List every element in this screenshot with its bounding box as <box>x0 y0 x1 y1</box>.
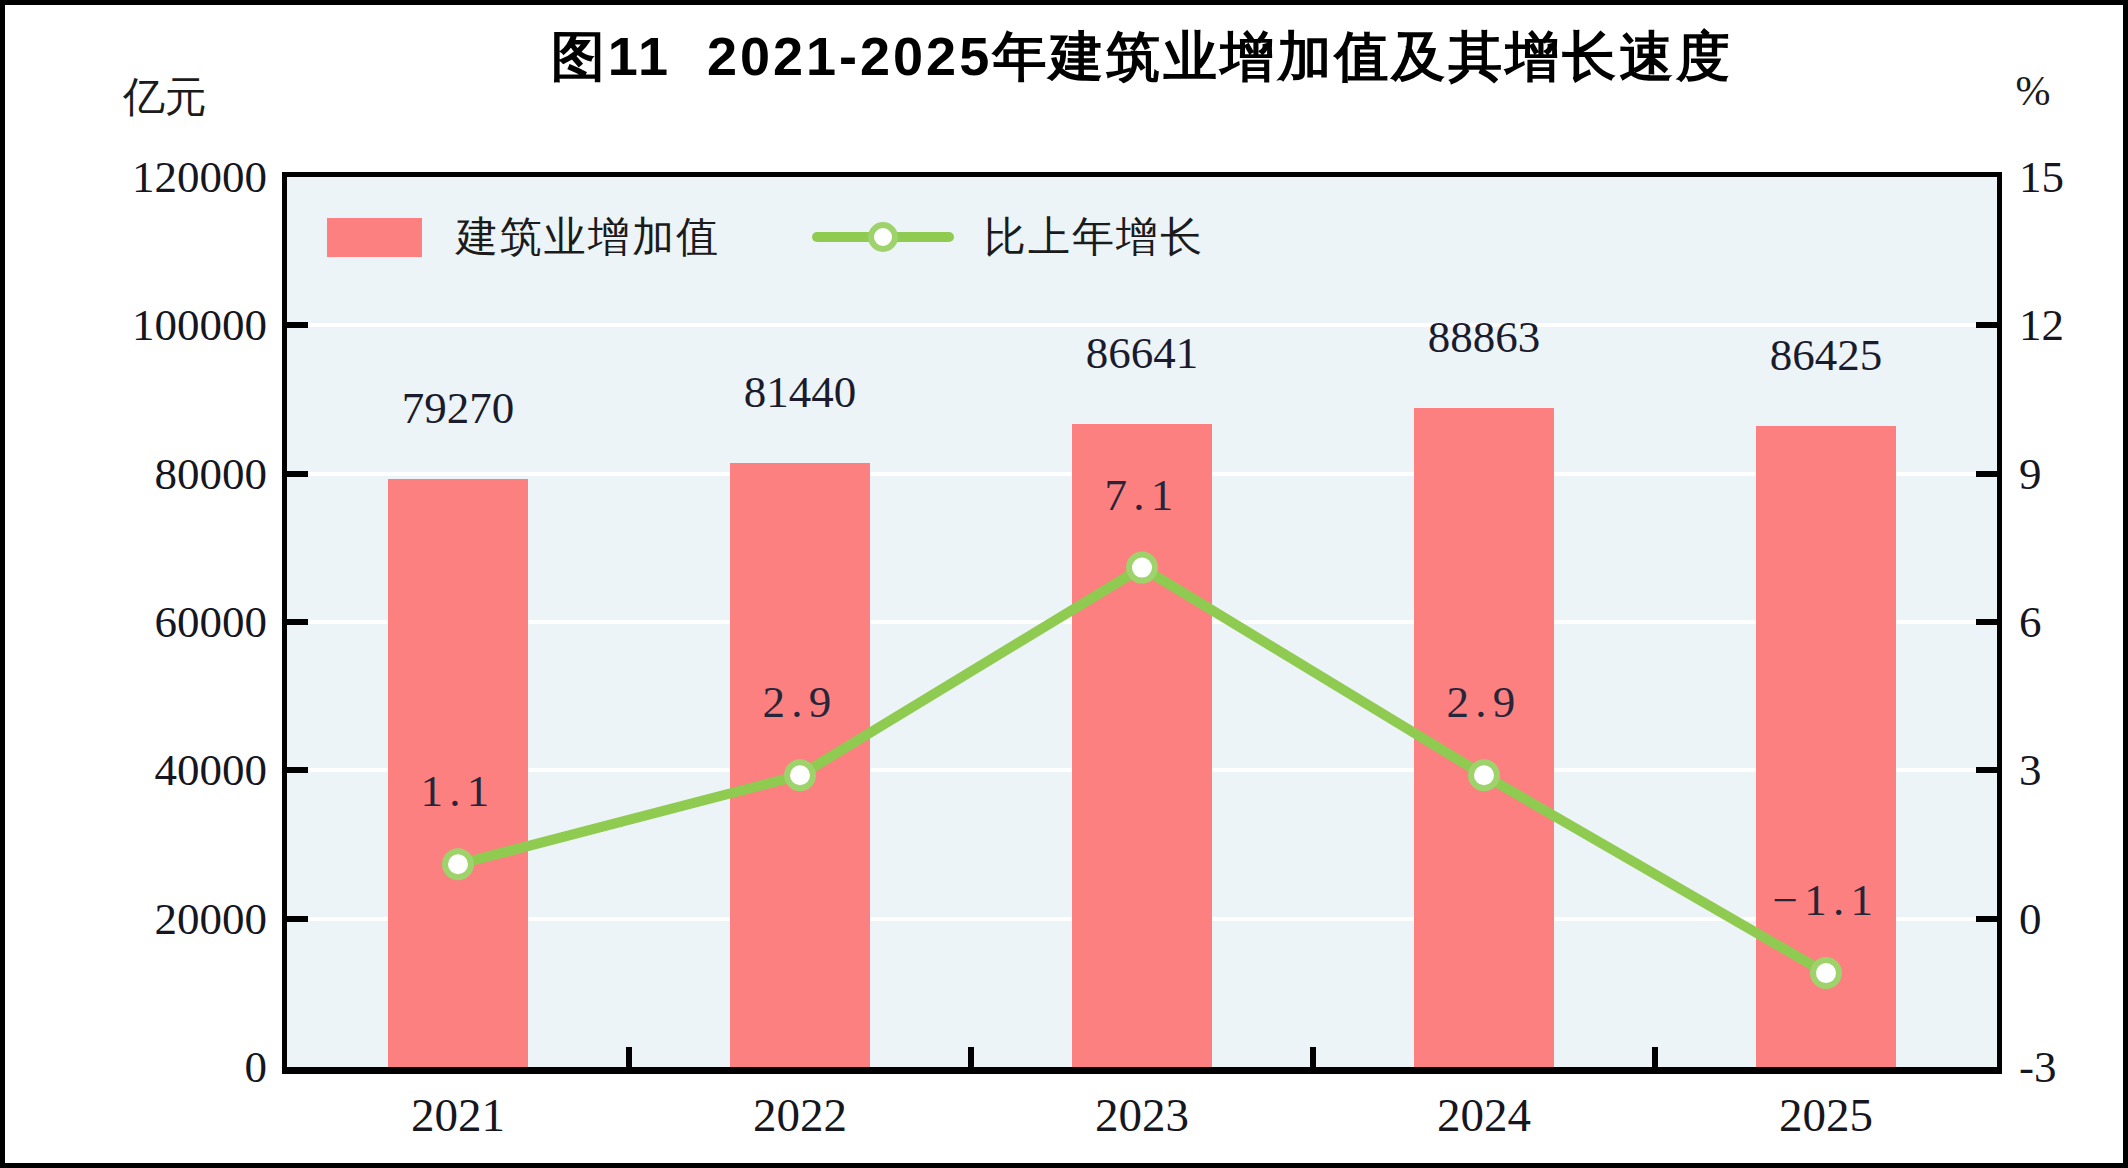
left-axis-unit-label: 亿元 <box>65 69 265 125</box>
x-axis-category-label: 2021 <box>287 1087 629 1143</box>
growth-value-label: 2.9 <box>670 675 930 729</box>
line-marker <box>445 851 471 877</box>
right-axis-tick-label: 0 <box>2019 893 2128 945</box>
line-marker <box>1471 762 1497 788</box>
right-axis-unit-label: % <box>1993 67 2073 115</box>
line-marker <box>1129 555 1155 581</box>
line-marker <box>1813 960 1839 986</box>
growth-line-series <box>287 177 1997 1067</box>
left-axis-tick-label: 0 <box>45 1041 267 1093</box>
chart-title: 图11 2021-2025年建筑业增加值及其增长速度 <box>287 21 1997 94</box>
left-axis-tick-label: 40000 <box>45 744 267 796</box>
right-axis-tick-label: 15 <box>2019 151 2128 203</box>
right-axis-tick-label: 6 <box>2019 596 2128 648</box>
plot-area: 建筑业增加值 比上年增长 79270814408664188863864251.… <box>287 177 1997 1067</box>
left-axis-tick-label: 20000 <box>45 893 267 945</box>
x-axis-category-label: 2023 <box>971 1087 1313 1143</box>
left-axis-tick-label: 80000 <box>45 448 267 500</box>
growth-value-label: 7.1 <box>1012 468 1272 522</box>
chart-figure: 图11 2021-2025年建筑业增加值及其增长速度 亿元 % 建筑业增加值 比… <box>0 0 2128 1168</box>
right-axis-tick-label: 12 <box>2019 299 2128 351</box>
left-axis-tick-label: 100000 <box>45 299 267 351</box>
growth-value-label: −1.1 <box>1696 873 1956 927</box>
growth-value-label: 1.1 <box>328 764 588 818</box>
right-axis-tick-label: -3 <box>2019 1041 2128 1093</box>
right-axis-tick-label: 3 <box>2019 744 2128 796</box>
x-axis-category-label: 2024 <box>1313 1087 1655 1143</box>
left-axis-tick-label: 120000 <box>45 151 267 203</box>
right-axis-tick-label: 9 <box>2019 448 2128 500</box>
line-marker <box>787 762 813 788</box>
growth-value-label: 2.9 <box>1354 675 1614 729</box>
x-axis-category-label: 2025 <box>1655 1087 1997 1143</box>
x-axis-category-label: 2022 <box>629 1087 971 1143</box>
left-axis-tick-label: 60000 <box>45 596 267 648</box>
